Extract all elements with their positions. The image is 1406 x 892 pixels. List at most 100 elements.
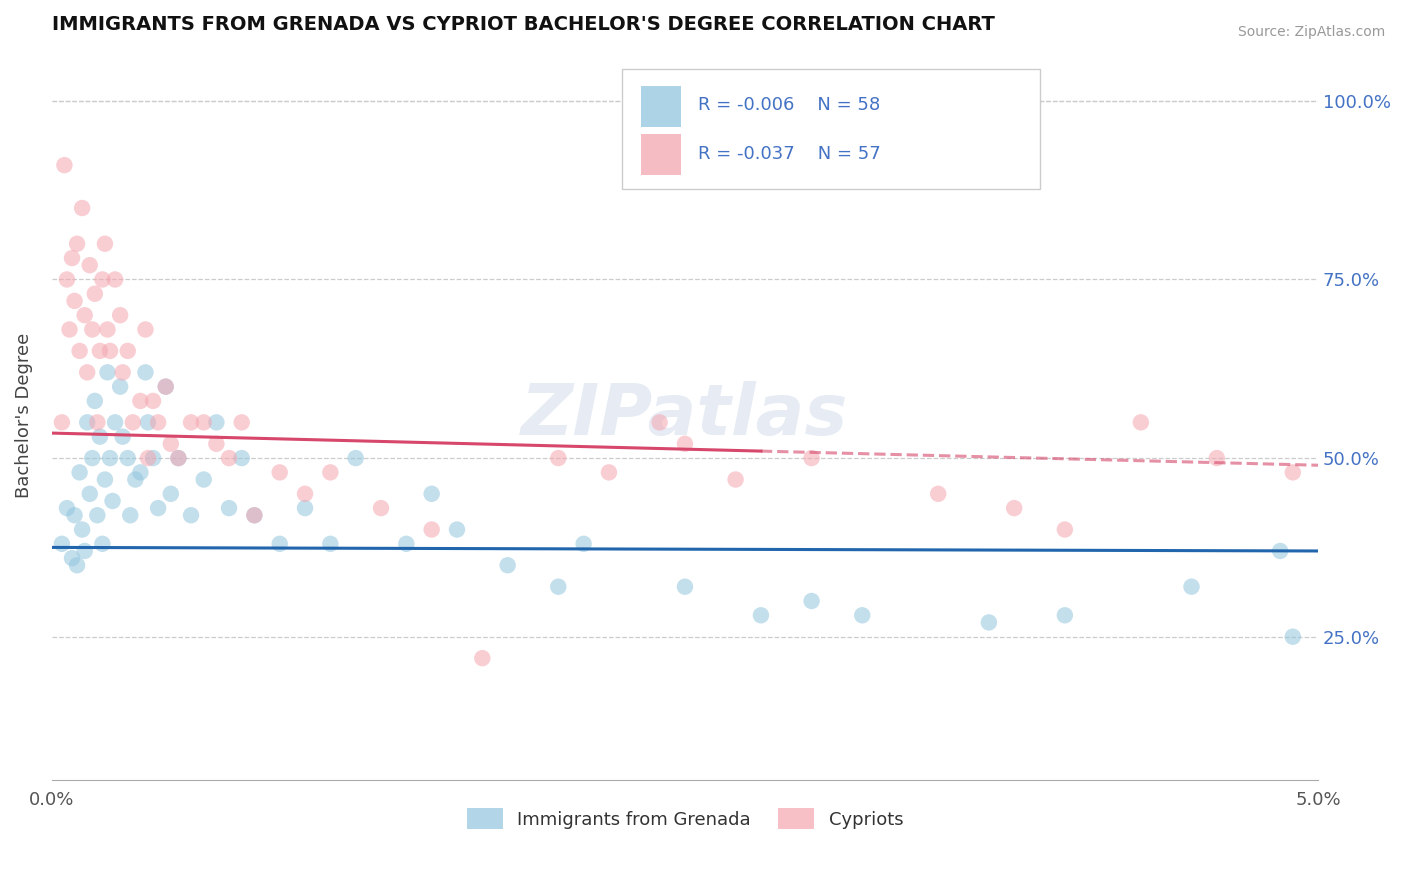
Point — [94, 236, 117, 251]
Point — [142, 393, 165, 408]
FancyBboxPatch shape — [621, 69, 1039, 189]
Point — [146, 416, 169, 430]
Point — [471, 651, 494, 665]
Point — [69, 343, 91, 358]
Point — [180, 416, 202, 430]
Point — [231, 451, 253, 466]
Text: R = -0.037    N = 57: R = -0.037 N = 57 — [697, 145, 880, 163]
Point — [104, 416, 127, 430]
Point — [294, 487, 316, 501]
Point — [420, 487, 443, 501]
Point — [142, 451, 165, 466]
FancyBboxPatch shape — [641, 86, 681, 127]
Point — [91, 272, 114, 286]
Point — [70, 201, 93, 215]
Point — [927, 487, 949, 501]
Point — [56, 272, 79, 286]
Point — [111, 430, 134, 444]
Point — [63, 508, 86, 523]
Point — [56, 501, 79, 516]
Point — [800, 594, 823, 608]
Point — [66, 236, 89, 251]
Point — [53, 158, 76, 172]
Point — [673, 580, 696, 594]
Point — [86, 416, 108, 430]
Point — [395, 537, 418, 551]
Point — [1205, 451, 1227, 466]
Point — [101, 494, 124, 508]
Point — [98, 451, 121, 466]
Point — [1129, 416, 1152, 430]
Point — [496, 558, 519, 573]
Point — [58, 322, 80, 336]
Point — [117, 343, 139, 358]
Point — [205, 437, 228, 451]
Point — [82, 322, 104, 336]
Point — [598, 466, 620, 480]
Point — [155, 379, 177, 393]
Text: R = -0.006    N = 58: R = -0.006 N = 58 — [697, 96, 880, 114]
Point — [73, 308, 96, 322]
Point — [76, 365, 98, 379]
Point — [83, 286, 105, 301]
Point — [269, 537, 291, 551]
Point — [91, 537, 114, 551]
Point — [134, 322, 156, 336]
Point — [111, 365, 134, 379]
Point — [1053, 608, 1076, 623]
Point — [572, 537, 595, 551]
Point — [231, 416, 253, 430]
Point — [446, 523, 468, 537]
Point — [370, 501, 392, 516]
Point — [79, 258, 101, 272]
Point — [344, 451, 367, 466]
Point — [319, 537, 342, 551]
Legend: Immigrants from Grenada, Cypriots: Immigrants from Grenada, Cypriots — [460, 801, 911, 836]
Point — [117, 451, 139, 466]
Point — [180, 508, 202, 523]
Point — [82, 451, 104, 466]
Point — [73, 544, 96, 558]
Point — [69, 466, 91, 480]
Point — [193, 473, 215, 487]
Point — [547, 451, 569, 466]
Point — [89, 343, 111, 358]
Text: ZIPatlas: ZIPatlas — [522, 381, 849, 450]
Point — [104, 272, 127, 286]
Point — [749, 608, 772, 623]
Point — [51, 537, 73, 551]
Point — [167, 451, 190, 466]
Point — [673, 437, 696, 451]
Point — [218, 451, 240, 466]
Point — [136, 451, 159, 466]
Point — [94, 473, 117, 487]
Point — [83, 393, 105, 408]
Point — [79, 487, 101, 501]
Point — [193, 416, 215, 430]
Point — [155, 379, 177, 393]
Text: IMMIGRANTS FROM GRENADA VS CYPRIOT BACHELOR'S DEGREE CORRELATION CHART: IMMIGRANTS FROM GRENADA VS CYPRIOT BACHE… — [52, 15, 994, 34]
Point — [1281, 466, 1303, 480]
Point — [243, 508, 266, 523]
Point — [1281, 630, 1303, 644]
Point — [121, 416, 143, 430]
Y-axis label: Bachelor's Degree: Bachelor's Degree — [15, 333, 32, 498]
Point — [724, 473, 747, 487]
Point — [159, 487, 181, 501]
Point — [108, 308, 131, 322]
Point — [86, 508, 108, 523]
Point — [205, 416, 228, 430]
Point — [319, 466, 342, 480]
Point — [218, 501, 240, 516]
Point — [60, 251, 83, 265]
Point — [63, 293, 86, 308]
Point — [60, 551, 83, 566]
Point — [800, 451, 823, 466]
Point — [269, 466, 291, 480]
Point — [120, 508, 142, 523]
Point — [547, 580, 569, 594]
Point — [98, 343, 121, 358]
Point — [167, 451, 190, 466]
Point — [70, 523, 93, 537]
Point — [1180, 580, 1202, 594]
